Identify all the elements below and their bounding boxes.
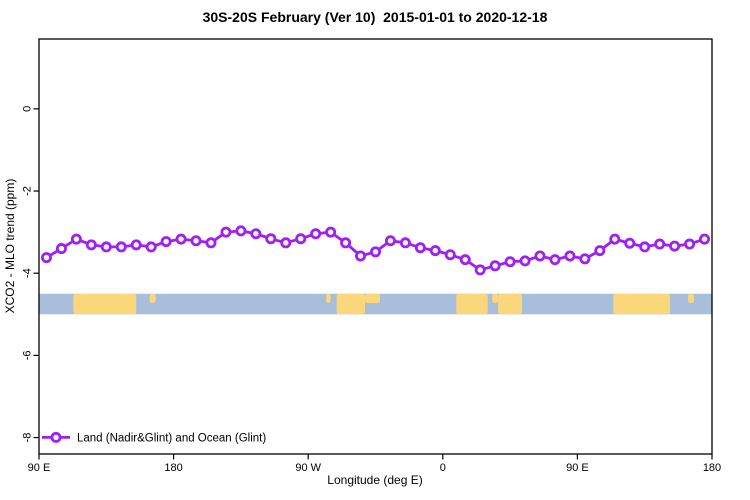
data-point xyxy=(654,238,666,250)
y-tick-label: -8 xyxy=(22,433,34,443)
x-tick-label: 180 xyxy=(703,462,721,474)
y-tick-label: 0 xyxy=(22,106,34,112)
data-point xyxy=(444,249,456,261)
data-point xyxy=(100,241,112,253)
x-axis-ticks: 90 E 180 90 W 0 90 E 180 xyxy=(28,454,721,474)
land-segment xyxy=(688,293,695,303)
data-point xyxy=(145,241,157,253)
data-point xyxy=(280,237,292,249)
data-point xyxy=(564,250,576,262)
data-point xyxy=(40,252,52,264)
land-segment xyxy=(326,293,331,303)
data-point xyxy=(534,250,546,262)
data-point xyxy=(115,241,127,253)
legend-label: Land (Nadir&Glint) and Ocean (Glint) xyxy=(77,432,266,444)
data-point xyxy=(205,237,217,249)
data-point xyxy=(399,237,411,249)
data-point xyxy=(160,236,172,248)
legend-marker-icon xyxy=(50,431,62,443)
data-series xyxy=(40,225,711,276)
data-point xyxy=(459,254,471,266)
data-point xyxy=(295,233,307,245)
data-point xyxy=(190,235,202,247)
data-point xyxy=(265,233,277,245)
land-segment xyxy=(365,293,380,303)
data-point xyxy=(429,245,441,257)
plot-border xyxy=(38,38,713,455)
x-tick-label: 0 xyxy=(440,462,446,474)
x-tick-label: 180 xyxy=(164,462,182,474)
data-point xyxy=(130,239,142,251)
data-point xyxy=(414,242,426,254)
data-point xyxy=(669,240,681,252)
data-point xyxy=(684,238,696,250)
x-tick-label: 90 E xyxy=(28,462,51,474)
data-point xyxy=(235,225,247,237)
y-tick-label: -2 xyxy=(22,186,34,196)
data-point xyxy=(594,245,606,257)
data-point xyxy=(70,233,82,245)
data-point xyxy=(220,226,232,238)
data-point xyxy=(519,255,531,267)
data-point xyxy=(384,235,396,247)
data-point xyxy=(609,233,621,245)
ocean-band xyxy=(39,293,712,315)
data-point xyxy=(699,233,711,245)
land-segment xyxy=(498,293,523,315)
land-segment xyxy=(492,293,499,303)
land-segment xyxy=(613,293,671,315)
data-point xyxy=(624,237,636,249)
land-segment xyxy=(73,293,137,315)
data-point xyxy=(55,243,67,255)
map-band xyxy=(39,293,712,315)
land-segment xyxy=(336,293,366,315)
x-tick-label: 90 W xyxy=(295,462,321,474)
data-point xyxy=(355,250,367,262)
y-tick-label: -4 xyxy=(22,268,34,278)
x-tick-label: 90 E xyxy=(566,462,589,474)
data-point xyxy=(85,239,97,251)
data-point xyxy=(310,228,322,240)
data-point xyxy=(489,260,501,272)
data-point xyxy=(579,253,591,265)
data-point xyxy=(175,233,187,245)
y-tick-label: -6 xyxy=(22,350,34,360)
legend: Land (Nadir&Glint) and Ocean (Glint) xyxy=(42,431,266,444)
data-point xyxy=(340,237,352,249)
x-axis-label: Longitude (deg E) xyxy=(327,473,423,487)
data-point xyxy=(549,254,561,266)
land-segment xyxy=(149,293,156,303)
data-point xyxy=(639,241,651,253)
y-axis-ticks: 0 -2 -4 -6 -8 xyxy=(22,106,39,443)
data-point xyxy=(474,264,486,276)
data-point xyxy=(504,256,516,268)
data-point xyxy=(325,226,337,238)
chart-title: 30S-20S February (Ver 10) 2015-01-01 to … xyxy=(202,9,548,25)
land-segment xyxy=(456,293,488,315)
data-point xyxy=(250,228,262,240)
data-point xyxy=(369,246,381,258)
